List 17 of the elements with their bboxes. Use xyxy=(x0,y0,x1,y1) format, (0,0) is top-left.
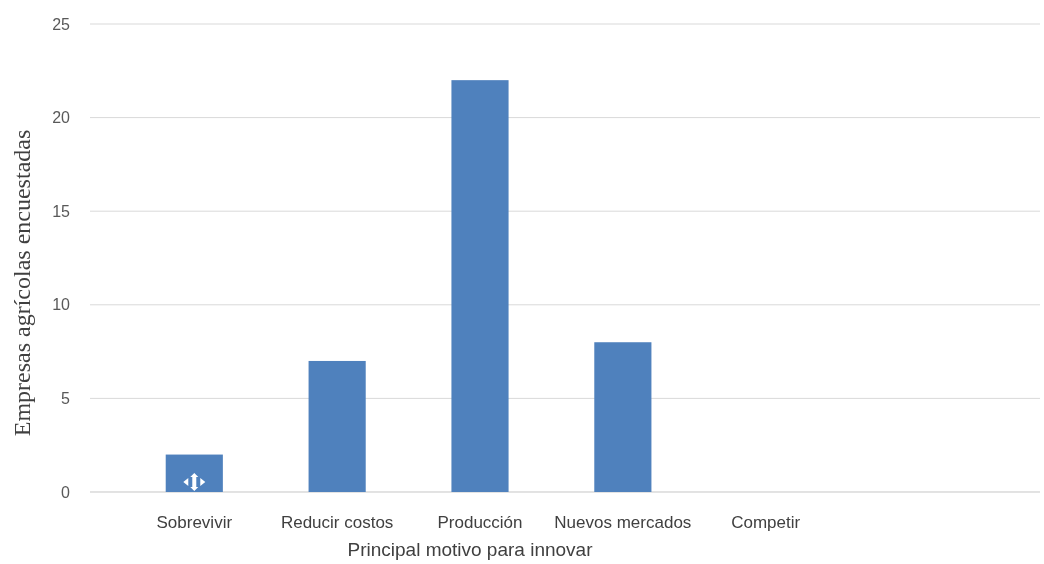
y-tick-label: 25 xyxy=(52,15,71,33)
x-tick-label: Producción xyxy=(437,513,523,532)
bar xyxy=(308,360,366,492)
y-tick-label: 15 xyxy=(52,202,71,220)
y-axis-title: Empresas agrícolas encuestadas xyxy=(9,129,35,437)
y-tick-label: 5 xyxy=(61,390,71,407)
x-tick-label: Reducir costos xyxy=(280,513,394,532)
x-tick-label: Nuevos mercados xyxy=(554,513,692,532)
y-tick-label: 20 xyxy=(52,109,71,127)
y-tick-label: 10 xyxy=(52,296,71,314)
bar xyxy=(165,454,223,492)
x-tick-label: Sobrevivir xyxy=(156,513,233,532)
x-tick-label: Competir xyxy=(731,513,801,532)
y-tick-label: 0 xyxy=(61,483,71,501)
x-axis-title: Principal motivo para innovar xyxy=(347,539,594,560)
bar xyxy=(451,80,509,492)
bar xyxy=(594,342,652,492)
